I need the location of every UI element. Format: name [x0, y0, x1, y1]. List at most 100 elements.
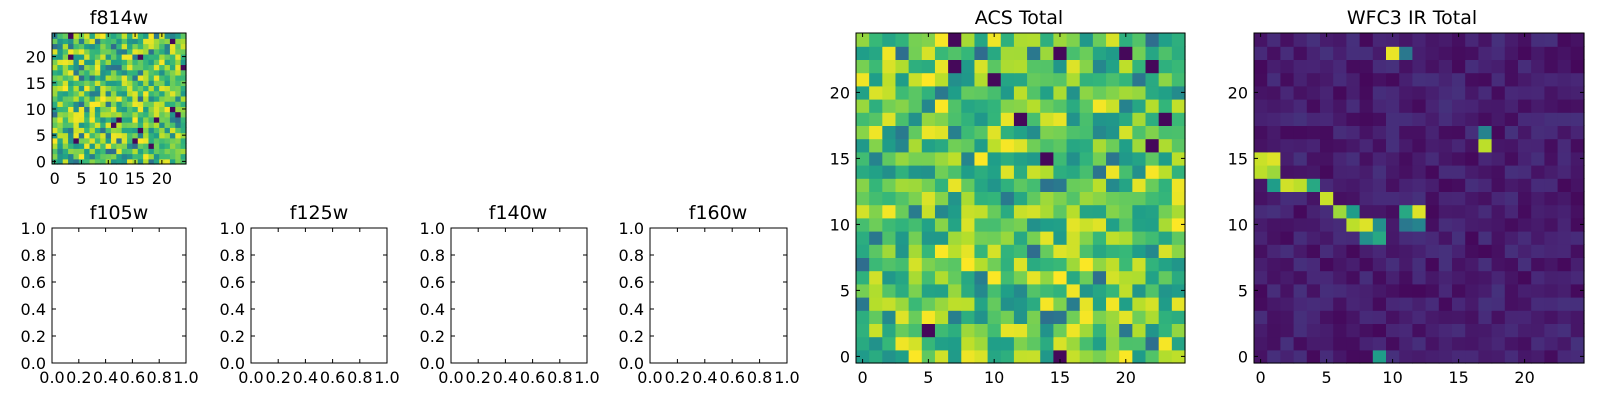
heatmap-cell	[921, 297, 936, 311]
heatmap-cell	[1425, 46, 1440, 60]
heatmap-cell	[175, 80, 182, 86]
heatmap-cell	[1399, 138, 1413, 153]
heatmap-cell	[1346, 99, 1361, 113]
heatmap-cell	[1333, 33, 1347, 47]
heatmap-cell	[73, 116, 80, 123]
heatmap-cell	[143, 48, 150, 55]
heatmap-cell	[1158, 323, 1173, 338]
heatmap-cell	[175, 111, 182, 118]
heatmap-cell	[1053, 310, 1068, 324]
heatmap-cell	[1570, 349, 1585, 364]
heatmap-cell	[62, 148, 69, 155]
heatmap-cell	[895, 99, 910, 113]
heatmap-cell	[1359, 72, 1374, 87]
heatmap-cell	[1027, 138, 1041, 153]
heatmap-cell	[1504, 112, 1519, 126]
heatmap-cell	[1412, 191, 1427, 206]
heatmap-cell	[164, 127, 171, 134]
heatmap-cell	[159, 69, 166, 76]
heatmap-cell	[934, 270, 949, 285]
heatmap-cell	[68, 153, 75, 160]
heatmap-cell	[1531, 85, 1545, 100]
heatmap-cell	[974, 151, 989, 166]
heatmap-cell	[961, 59, 976, 74]
y-tick-label: 0.6	[220, 273, 245, 292]
heatmap-cell	[1386, 125, 1400, 140]
heatmap-cell	[1438, 138, 1453, 153]
heatmap-cell	[164, 143, 171, 149]
heatmap-cell	[1040, 112, 1054, 126]
heatmap-cell	[1267, 310, 1281, 324]
heatmap-cell	[987, 99, 1002, 113]
heatmap-cell	[1267, 283, 1281, 298]
heatmap-cell	[921, 349, 936, 364]
heatmap-cell	[169, 95, 176, 102]
heatmap-cell	[1158, 310, 1173, 324]
heatmap-cell	[934, 46, 949, 60]
heatmap-cell	[1544, 297, 1559, 311]
heatmap-cell	[159, 116, 166, 123]
x-tick-label: 1.0	[574, 368, 599, 387]
title-f105w: f105w	[90, 202, 149, 224]
heatmap-cell	[1570, 283, 1585, 298]
heatmap-cell	[1027, 283, 1041, 298]
heatmap-cell	[1267, 217, 1281, 232]
heatmap-cell	[1000, 138, 1015, 153]
heatmap-cell	[68, 101, 75, 107]
heatmap-cell	[100, 33, 107, 39]
heatmap-cell	[1518, 231, 1532, 245]
heatmap-cell	[57, 90, 64, 97]
y-tick-label: 0.6	[21, 273, 46, 292]
heatmap-cell	[1425, 178, 1440, 192]
heatmap-cell	[908, 336, 923, 351]
heatmap-cell	[1280, 204, 1295, 219]
heatmap-cell	[73, 48, 80, 55]
heatmap-cell	[1478, 297, 1493, 311]
heatmap-cell	[1158, 138, 1173, 153]
heatmap-cell	[153, 122, 160, 128]
heatmap-cell	[1013, 46, 1028, 60]
heatmap-cell	[121, 116, 128, 123]
heatmap-cell	[89, 38, 96, 45]
heatmap-cell	[164, 116, 171, 123]
heatmap-cell	[1092, 323, 1107, 338]
heatmap-cell	[73, 95, 80, 102]
heatmap-cell	[1557, 310, 1572, 324]
heatmap-cell	[908, 270, 923, 285]
heatmap-cell	[78, 69, 85, 76]
heatmap-cell	[1438, 72, 1453, 87]
heatmap-cell	[1280, 59, 1295, 74]
heatmap-cell	[153, 132, 160, 139]
heatmap-cell	[121, 80, 128, 86]
heatmap-cell	[180, 64, 187, 71]
heatmap-cell	[159, 143, 166, 149]
heatmap-cell	[908, 204, 923, 219]
heatmap-cell	[1359, 336, 1374, 351]
heatmap-cell	[159, 53, 166, 60]
heatmap-cell	[1066, 297, 1081, 311]
heatmap-cell	[143, 74, 150, 81]
heatmap-cell	[987, 178, 1002, 192]
heatmap-cell	[882, 323, 897, 338]
heatmap-cell	[78, 101, 85, 107]
heatmap-cell	[1399, 297, 1413, 311]
x-tick-label: 5	[923, 368, 933, 387]
heatmap-cell	[961, 138, 976, 153]
heatmap-cell	[1544, 138, 1559, 153]
heatmap-cell	[1106, 310, 1120, 324]
heatmap-cell	[869, 112, 883, 126]
heatmap-cell	[1053, 138, 1068, 153]
heatmap-cell	[1399, 165, 1413, 179]
heatmap-cell	[934, 323, 949, 338]
heatmap-cell	[1399, 323, 1413, 338]
y-tick-label: 0.8	[21, 246, 46, 265]
heatmap-cell	[869, 204, 883, 219]
heatmap-cell	[84, 95, 91, 102]
heatmap-cell	[1531, 99, 1545, 113]
heatmap-cell	[1132, 270, 1147, 285]
heatmap-cell	[921, 191, 936, 206]
heatmap-cell	[89, 111, 96, 118]
heatmap-cell	[1504, 323, 1519, 338]
heatmap-cell	[175, 64, 182, 71]
panel-f160w: f160w 0.0 0.2 0.4 0.6 0.8 1.00.00.20.40.60.81…	[619, 202, 800, 387]
